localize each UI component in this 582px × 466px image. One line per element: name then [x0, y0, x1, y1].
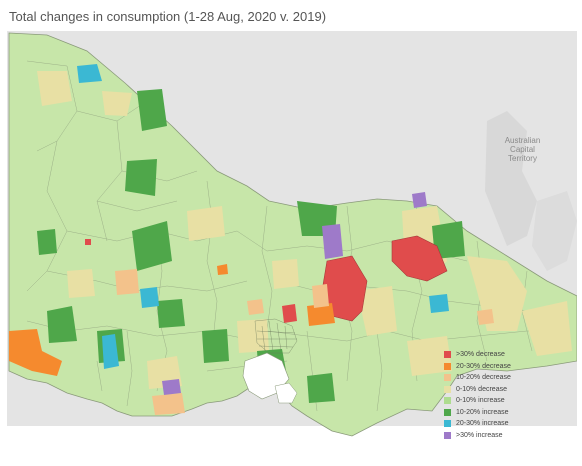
act-label-line-3: Territory [508, 154, 537, 163]
region-decrease-over-30[interactable] [282, 304, 297, 323]
legend-swatch [444, 351, 451, 359]
region-increase-10-20[interactable] [125, 159, 157, 196]
region-decrease-10-20[interactable] [247, 299, 264, 315]
legend-label: >30% decrease [456, 351, 505, 359]
region-decrease-0-10[interactable] [522, 301, 572, 356]
legend-label: 10-20% increase [456, 408, 509, 416]
region-increase-10-20[interactable] [37, 229, 57, 255]
legend-swatch [444, 374, 451, 382]
region-decrease-0-10[interactable] [357, 286, 397, 336]
legend-label: 20-30% increase [456, 420, 509, 428]
ocean [7, 426, 577, 460]
legend-item[interactable]: 10-20% increase [444, 407, 554, 419]
region-decrease-10-20[interactable] [312, 284, 329, 308]
choropleth-map[interactable] [7, 31, 577, 460]
region-decrease-0-10[interactable] [67, 269, 95, 298]
region-decrease-0-10[interactable] [467, 256, 527, 331]
region-decrease-0-10[interactable] [102, 91, 132, 116]
region-decrease-0-10[interactable] [187, 206, 225, 241]
legend-label: 0-10% increase [456, 397, 505, 405]
act-region-outline [485, 111, 537, 246]
act-label-line-2: Capital [510, 145, 535, 154]
region-decrease-0-10[interactable] [37, 71, 72, 106]
legend-item[interactable]: 0-10% decrease [444, 384, 554, 396]
melbourne-metro-boundaries [254, 318, 298, 354]
legend-swatch [444, 397, 451, 405]
region-decrease-0-10[interactable] [237, 319, 269, 353]
legend-label: 20-30% decrease [456, 362, 511, 370]
map-title: Total changes in consumption (1-28 Aug, … [9, 9, 327, 24]
region-decrease-0-10[interactable] [407, 336, 452, 376]
region-increase-10-20[interactable] [307, 373, 335, 403]
nsw-texture [532, 191, 577, 271]
region-increase-over-30[interactable] [412, 192, 427, 208]
legend-swatch [444, 362, 451, 370]
legend-label: 0-10% decrease [456, 385, 507, 393]
region-increase-10-20[interactable] [202, 329, 229, 363]
act-label-line-1: Australian [504, 136, 541, 145]
legend-swatch [444, 408, 451, 416]
western-port [274, 382, 298, 404]
region-decrease-over-30[interactable] [85, 239, 91, 245]
region-decrease-20-30[interactable] [217, 264, 228, 275]
region-fills [9, 64, 572, 415]
legend-item[interactable]: 0-10% increase [444, 395, 554, 407]
region-increase-10-20[interactable] [132, 221, 172, 271]
legend-item[interactable]: 10-20% decrease [444, 372, 554, 384]
region-increase-10-20[interactable] [157, 299, 185, 328]
region-increase-20-30[interactable] [77, 64, 102, 83]
legend-label: 10-20% decrease [456, 374, 511, 382]
legend-item[interactable]: 20-30% increase [444, 418, 554, 430]
legend-item[interactable]: 20-30% decrease [444, 361, 554, 373]
region-decrease-10-20[interactable] [115, 269, 139, 295]
region-decrease-20-30[interactable] [307, 303, 335, 326]
map-canvas[interactable] [7, 31, 577, 460]
legend-swatch [444, 431, 451, 439]
legend-item[interactable]: >30% decrease [444, 349, 554, 361]
region-decrease-10-20[interactable] [152, 393, 185, 415]
region-increase-over-30[interactable] [322, 224, 343, 259]
legend-item[interactable]: >30% increase [444, 430, 554, 442]
region-increase-20-30[interactable] [102, 334, 119, 369]
region-increase-over-30[interactable] [162, 379, 181, 395]
region-increase-20-30[interactable] [429, 294, 449, 313]
region-decrease-over-30[interactable] [391, 235, 448, 282]
region-increase-10-20[interactable] [47, 306, 77, 343]
legend-swatch [444, 385, 451, 393]
legend-swatch [444, 420, 451, 428]
region-decrease-20-30[interactable] [9, 329, 62, 376]
region-decrease-0-10[interactable] [272, 259, 299, 289]
map-legend: >30% decrease 20-30% decrease 10-20% dec… [444, 349, 554, 441]
act-map-label: Australian Capital Territory [495, 136, 550, 163]
region-decrease-10-20[interactable] [477, 309, 494, 325]
region-increase-20-30[interactable] [140, 287, 159, 308]
region-increase-10-20[interactable] [432, 221, 465, 259]
legend-label: >30% increase [456, 431, 503, 439]
region-increase-10-20[interactable] [137, 89, 167, 131]
